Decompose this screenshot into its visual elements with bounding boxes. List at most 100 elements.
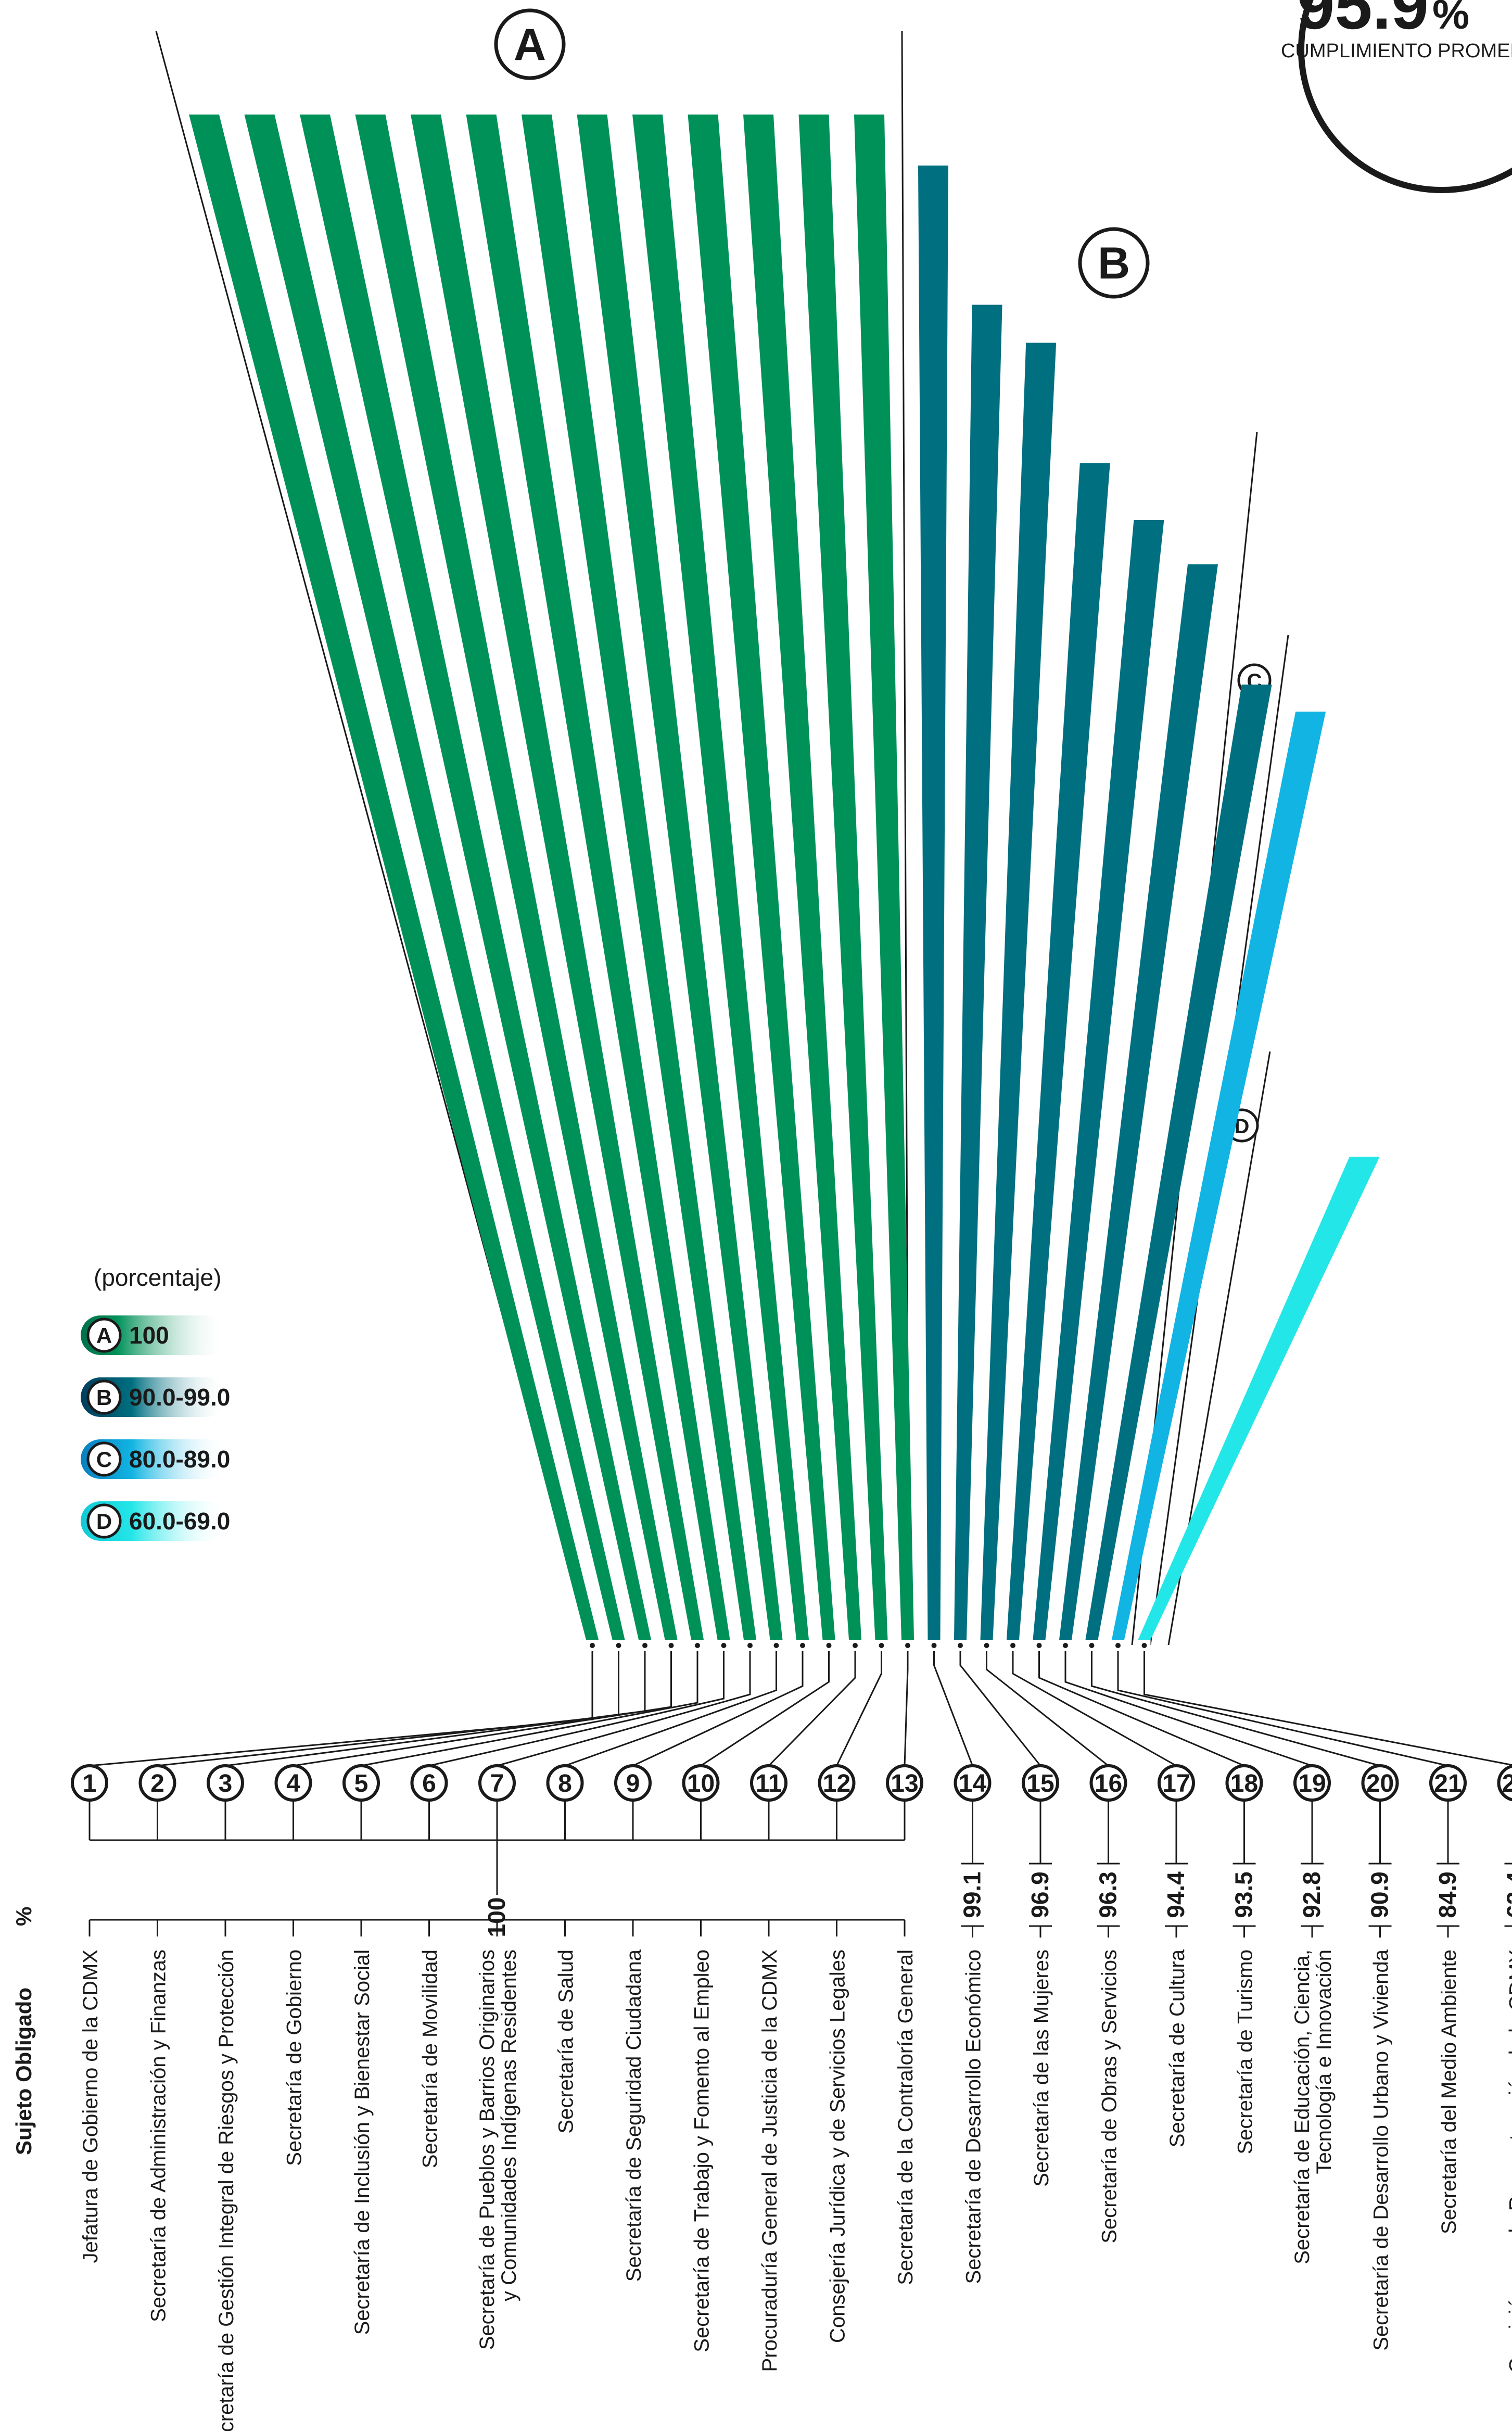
legend-range-a: 100 <box>129 1322 169 1349</box>
category-label-22: Comisión para la Reconstrucción de la CD… <box>1506 1949 1512 2373</box>
category-label-10-line-1: Secretaría de Trabajo y Fomento al Emple… <box>691 1949 714 2352</box>
number-1-label: 1 <box>83 1770 97 1797</box>
bar-14-dot <box>931 1643 937 1648</box>
bar-3-dot <box>642 1643 647 1648</box>
category-label-12: Consejería Jurídica y de Servicios Legal… <box>827 1949 849 2343</box>
leader-20 <box>1091 1651 1380 1767</box>
category-label-21-line-1: Secretaría del Medio Ambiente <box>1438 1949 1460 2234</box>
bar-7-body <box>522 115 756 1640</box>
leader-13 <box>904 1651 909 1766</box>
category-label-3: Secretaría de Gestión Integral de Riesgo… <box>215 1949 238 2431</box>
category-label-5: Secretaría de Inclusión y Bienestar Soci… <box>351 1949 374 2335</box>
bar-19-dot <box>1063 1643 1068 1648</box>
number-3: 3 <box>207 1764 244 1802</box>
category-label-19: Secretaría de Educación, Ciencia,Tecnolo… <box>1291 1949 1336 2264</box>
bar-16-dot <box>984 1643 989 1648</box>
number-3-label: 3 <box>219 1770 233 1797</box>
average-badge: 95.9 % CUMPLIMIENTO PROMEDIO <box>1281 0 1512 193</box>
bar-12 <box>798 115 888 1651</box>
leader-8 <box>564 1651 777 1767</box>
leader-21 <box>1117 1651 1449 1767</box>
legend-item-b: B 90.0-99.0 <box>81 1377 230 1417</box>
bar-22 <box>1138 1157 1380 1651</box>
number-4: 4 <box>274 1764 312 1802</box>
group-badge-a: A <box>494 8 566 80</box>
bar-6 <box>466 115 730 1651</box>
number-20: 20 <box>1361 1764 1399 1802</box>
number-16-label: 16 <box>1095 1770 1122 1797</box>
x-axis-title: Sujeto Obligado <box>11 1987 36 2155</box>
number-20-label: 20 <box>1366 1770 1394 1797</box>
number-1: 1 <box>71 1764 108 1802</box>
category-label-21: Secretaría del Medio Ambiente <box>1438 1949 1460 2234</box>
legend-item-d: D 60.0-69.0 <box>81 1501 230 1541</box>
number-5-label: 5 <box>354 1770 369 1797</box>
bar-20-dot <box>1089 1643 1095 1648</box>
leader-10 <box>700 1651 830 1767</box>
number-2-label: 2 <box>150 1770 164 1797</box>
bar-21-dot <box>1115 1643 1121 1648</box>
bar-5-dot <box>695 1643 700 1648</box>
bar-12-dot <box>879 1643 884 1648</box>
category-label-8: Secretaría de Salud <box>555 1949 578 2134</box>
number-19: 19 <box>1293 1764 1331 1802</box>
category-label-11-line-1: Procuraduría General de Justicia de la C… <box>758 1949 781 2372</box>
bar-15 <box>954 305 1002 1651</box>
number-13: 13 <box>886 1764 923 1802</box>
category-label-9: Secretaría de Seguridad Ciudadana <box>622 1949 645 2282</box>
category-label-5-line-1: Secretaría de Inclusión y Bienestar Soci… <box>351 1949 374 2335</box>
bar-11 <box>743 115 861 1651</box>
group-badge-b: B <box>1078 227 1150 299</box>
leader-6 <box>429 1651 725 1767</box>
category-label-20-line-1: Secretaría de Desarrollo Urbano y Vivien… <box>1370 1949 1393 2351</box>
number-22: 22 <box>1497 1764 1512 1802</box>
number-22-label: 22 <box>1502 1770 1512 1797</box>
category-label-13: Secretaría de la Contraloría General <box>894 1949 917 2285</box>
average-value: 95.9 <box>1297 0 1429 43</box>
legend-item-c: C 80.0-89.0 <box>81 1439 230 1479</box>
bar-22-body <box>1138 1157 1380 1640</box>
category-labels: Jefatura de Gobierno de la CDMX Secretarí… <box>79 1949 1512 2431</box>
bar-4-dot <box>668 1643 674 1648</box>
bar-9-body <box>632 115 809 1640</box>
leader-2 <box>157 1651 619 1767</box>
bar-21-body <box>1112 712 1326 1640</box>
number-9-label: 9 <box>626 1770 640 1797</box>
value-labels: 100 99.1 96.9 96.3 94.4 93.5 92.8 90.9 84.9 62.4 <box>483 1871 1512 1938</box>
bar-18-dot <box>1036 1643 1042 1648</box>
value-label-19: 92.8 <box>1298 1871 1325 1918</box>
bar-4 <box>355 115 678 1651</box>
average-badge-circle <box>1298 0 1512 193</box>
bar-11-body <box>743 115 861 1640</box>
number-21-label: 21 <box>1434 1770 1462 1797</box>
bar-13-dot <box>905 1643 910 1648</box>
number-13-label: 13 <box>891 1770 918 1797</box>
leader-1 <box>89 1651 593 1767</box>
number-10-label: 10 <box>687 1770 715 1797</box>
legend-title: (porcentaje) <box>94 1264 221 1291</box>
category-label-9-line-1: Secretaría de Seguridad Ciudadana <box>622 1949 645 2282</box>
category-label-15-line-1: Secretaría de las Mujeres <box>1030 1949 1053 2187</box>
leader-3 <box>225 1651 646 1767</box>
bar-1-dot <box>590 1643 595 1648</box>
leader-18 <box>1038 1651 1245 1767</box>
category-label-4: Secretaría de Gobierno <box>283 1949 306 2166</box>
bar-2-body <box>244 115 625 1640</box>
bar-13-body <box>854 115 914 1640</box>
bar-8-body <box>577 115 783 1640</box>
value-label-17: 94.4 <box>1162 1871 1189 1918</box>
number-17: 17 <box>1158 1764 1195 1802</box>
bar-4-body <box>355 115 678 1640</box>
category-label-19-line-1: Secretaría de Educación, Ciencia, <box>1291 1949 1314 2264</box>
bar-22-dot <box>1141 1643 1147 1648</box>
legend: (porcentaje) A 100 B 90.0-99.0 C 80.0-89.0 D 60… <box>81 1264 230 1541</box>
category-label-1: Jefatura de Gobierno de la CDMX <box>79 1949 102 2263</box>
number-14: 14 <box>954 1764 992 1802</box>
leader-12 <box>836 1651 882 1766</box>
number-7: 7 <box>478 1764 516 1802</box>
number-12: 12 <box>818 1764 856 1802</box>
number-5: 5 <box>342 1764 380 1802</box>
legend-key-d: D <box>96 1509 112 1534</box>
category-label-12-line-1: Consejería Jurídica y de Servicios Legal… <box>827 1949 849 2343</box>
category-label-7-line-1: Secretaría de Pueblos y Barrios Originar… <box>476 1949 499 2350</box>
